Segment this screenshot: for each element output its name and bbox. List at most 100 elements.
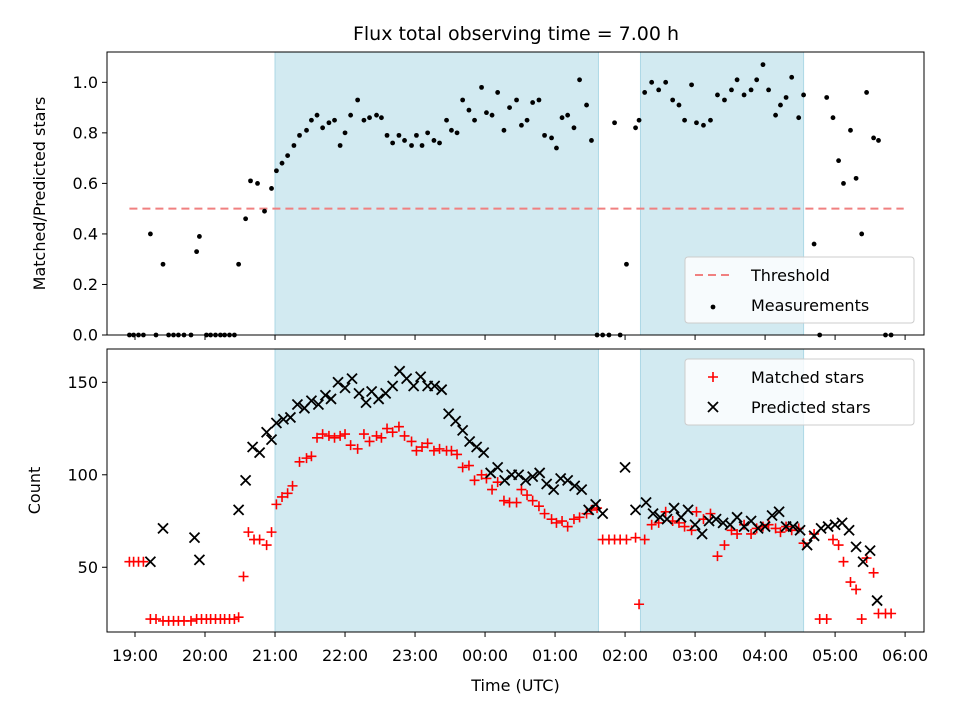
bottom-matched-stars-point [306, 451, 317, 462]
top-measurements-point [783, 95, 789, 100]
bottom-predicted-stars-point [534, 467, 546, 479]
bottom-matched-stars-point [266, 527, 277, 538]
bottom-matched-stars-point [498, 495, 509, 506]
bottom-matched-stars-point [457, 462, 468, 473]
bottom-predicted-stars-point [787, 520, 799, 533]
top-measurements-point [449, 127, 454, 133]
bottom-matched-stars-point [845, 577, 856, 588]
bottom-matched-stars-point [856, 614, 867, 625]
bottom-matched-stars-point [868, 567, 879, 578]
bottom-predicted-stars-point [661, 513, 673, 525]
bottom-predicted-stars-point [478, 446, 490, 459]
top-measurements-point [248, 178, 253, 184]
bottom-predicted-stars-point [291, 398, 304, 411]
bottom-xtick-label: 19:00 [112, 646, 158, 665]
bottom-matched-stars-point [679, 521, 690, 532]
bottom-legend-predicted-stars-label: Predicted stars [751, 398, 871, 417]
top-measurements-point [402, 138, 407, 143]
bottom-matched-stars-point [775, 527, 786, 538]
top-measurements-point [801, 92, 806, 98]
bottom-matched-stars-point [691, 506, 702, 517]
bottom-predicted-stars-point [353, 387, 365, 400]
bottom-matched-stars-point [646, 519, 657, 530]
bottom-predicted-stars-point [260, 426, 273, 438]
top-measurements-point [722, 97, 727, 103]
bottom-matched-stars-point [446, 445, 457, 456]
top-measurements-point [297, 132, 302, 138]
bottom-predicted-stars-point [794, 524, 806, 536]
top-measurements-point [236, 261, 242, 267]
top-measurements-point [624, 261, 629, 267]
bottom-matched-stars-point [371, 430, 382, 441]
bottom-matched-stars-point [481, 473, 492, 484]
top-measurements-point [460, 97, 466, 103]
top-measurements-point [314, 112, 320, 118]
top-measurements-point [374, 112, 379, 118]
top-measurements-point [589, 138, 594, 143]
top-measurements-point [326, 120, 332, 126]
bottom-matched-stars-point [406, 436, 417, 447]
bottom-matched-stars-point [746, 528, 757, 539]
bottom-predicted-stars-point [386, 380, 399, 392]
bottom-matched-stars-point [527, 495, 538, 506]
bottom-predicted-stars-point [682, 504, 694, 516]
top-measurements-point [708, 117, 713, 123]
bottom-predicted-stars-point [270, 417, 283, 429]
top-measurements-point [571, 125, 577, 131]
bottom-matched-stars-point [312, 432, 323, 443]
top-ytick-label: 0.8 [73, 123, 98, 142]
bottom-predicted-stars-point [640, 496, 652, 509]
bottom-matched-stars-point [364, 436, 375, 447]
bottom-matched-stars-point [238, 571, 249, 582]
bottom-predicted-stars-point [492, 461, 504, 474]
bottom-matched-stars-point [294, 456, 305, 467]
bottom-predicted-stars-point [843, 524, 855, 536]
bottom-predicted-stars-point [232, 504, 245, 516]
bottom-predicted-stars-point [339, 382, 351, 394]
top-legend-measurements-marker [710, 304, 716, 310]
bottom-matched-stars-point [732, 528, 743, 539]
bottom-matched-stars-point [233, 612, 244, 623]
bottom-xtick-label: 05:00 [812, 646, 858, 665]
bottom-ytick-label: 50 [78, 558, 98, 577]
top-measurements-point [612, 120, 617, 126]
bottom-predicted-stars-point [773, 506, 785, 518]
top-measurements-point [444, 117, 449, 123]
bottom-predicted-stars-point [850, 541, 862, 553]
bottom-predicted-stars-point [654, 511, 666, 523]
bottom-predicted-stars-point [647, 507, 659, 520]
bottom-matched-stars-point [382, 423, 393, 434]
bottom-matched-stars-point [287, 480, 298, 491]
bottom-predicted-stars-point [871, 594, 883, 607]
top-measurements-point [355, 97, 361, 103]
top-measurements-point [859, 231, 865, 237]
top-measurements-point [337, 143, 343, 148]
top-measurements-point [778, 102, 783, 108]
top-measurements-point [431, 138, 437, 143]
bottom-matched-stars-point [798, 538, 809, 549]
bottom-xlabel: Time (UTC) [470, 676, 559, 695]
top-measurements-point [633, 125, 638, 131]
bottom-predicted-stars-point [520, 474, 532, 486]
bottom-matched-stars-point [463, 460, 474, 471]
bottom-matched-stars-point [411, 445, 422, 456]
top-measurements-point [274, 168, 279, 174]
bottom-shaded-span-0 [274, 348, 599, 633]
top-measurements-point [841, 180, 846, 186]
bottom-predicted-stars-point [738, 520, 750, 533]
top-measurements-point [379, 115, 384, 121]
bottom-matched-stars-point [886, 608, 897, 619]
bottom-predicted-stars-point [284, 411, 297, 424]
bottom-matched-stars-point [452, 449, 463, 460]
top-measurements-point [396, 132, 402, 138]
top-measurements-point [489, 112, 495, 118]
bottom-matched-stars-point [229, 614, 240, 625]
bottom-matched-stars-point [557, 516, 568, 527]
top-measurements-point [507, 105, 512, 110]
bottom-predicted-stars-point [555, 472, 567, 485]
bottom-predicted-stars-point [576, 483, 588, 496]
top-measurements-point [636, 117, 642, 123]
bottom-predicted-stars-point [829, 519, 841, 531]
bottom-matched-stars-point [833, 540, 844, 551]
bottom-predicted-stars-point [759, 520, 771, 533]
